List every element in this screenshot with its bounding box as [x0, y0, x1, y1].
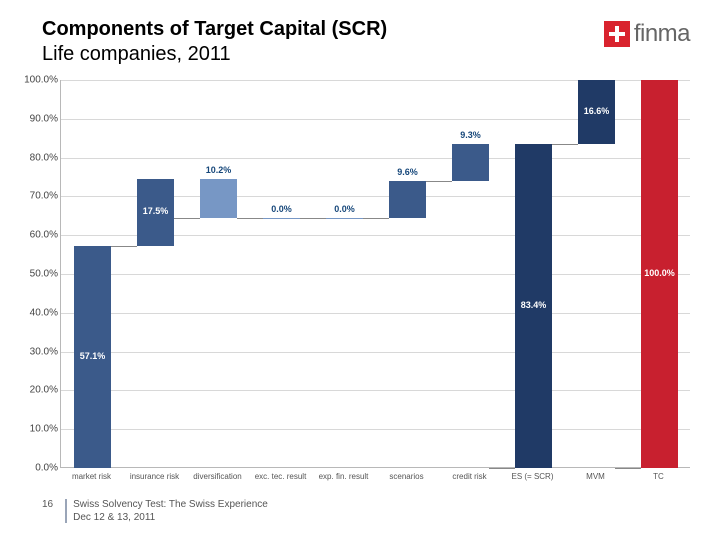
- gridline: [61, 313, 690, 314]
- header: Components of Target Capital (SCR) Life …: [0, 0, 720, 72]
- bar: 9.3%: [452, 144, 489, 180]
- y-tick-label: 50.0%: [20, 269, 58, 280]
- gridline: [61, 352, 690, 353]
- bar-label: 16.6%: [578, 106, 615, 116]
- bar: 16.6%: [578, 80, 615, 144]
- connector: [300, 218, 326, 219]
- x-tick-label: TC: [653, 472, 664, 481]
- y-tick-label: 20.0%: [20, 385, 58, 396]
- y-tick-label: 40.0%: [20, 307, 58, 318]
- bar: 9.6%: [389, 181, 426, 218]
- y-tick-label: 10.0%: [20, 424, 58, 435]
- x-tick-label: exc. tec. result: [255, 472, 307, 481]
- finma-logo: finma: [604, 20, 690, 48]
- connector: [489, 468, 515, 469]
- bar-label: 0.0%: [263, 204, 300, 214]
- waterfall-chart: 57.1% 17.5% 10.2% 0.0% 0.0% 9.6% 9.3% 83.4% 16.6…: [20, 80, 700, 490]
- footer-divider: [65, 499, 67, 523]
- connector: [174, 218, 200, 219]
- footer-line1: Swiss Solvency Test: The Swiss Experienc…: [73, 499, 268, 512]
- bar: 17.5%: [137, 179, 174, 247]
- bar-label: 10.2%: [200, 165, 237, 175]
- y-tick-label: 90.0%: [20, 113, 58, 124]
- bar: 100.0%: [641, 80, 678, 468]
- connector: [615, 468, 641, 469]
- x-tick-label: credit risk: [452, 472, 486, 481]
- y-tick-label: 80.0%: [20, 152, 58, 163]
- gridline: [61, 390, 690, 391]
- y-tick-label: 100.0%: [20, 75, 58, 86]
- y-tick-label: 30.0%: [20, 346, 58, 357]
- y-tick-label: 60.0%: [20, 230, 58, 241]
- swiss-flag-icon: [604, 21, 630, 47]
- x-tick-label: ES (= SCR): [511, 472, 553, 481]
- x-tick-label: scenarios: [389, 472, 423, 481]
- bar-label: 57.1%: [74, 351, 111, 361]
- bar: 0.0%: [263, 218, 300, 219]
- footer: 16 Swiss Solvency Test: The Swiss Experi…: [42, 499, 268, 524]
- page-title: Components of Target Capital (SCR): [42, 18, 688, 41]
- connector: [552, 144, 578, 145]
- bar: 0.0%: [326, 218, 363, 219]
- page-number: 16: [42, 499, 59, 510]
- bar: 10.2%: [200, 179, 237, 219]
- bar-label: 83.4%: [515, 300, 552, 310]
- x-tick-label: exp. fin. result: [319, 472, 369, 481]
- bar-label: 9.6%: [389, 167, 426, 177]
- bar-label: 0.0%: [326, 204, 363, 214]
- x-tick-label: MVM: [586, 472, 605, 481]
- connector: [426, 181, 452, 182]
- y-tick-label: 0.0%: [20, 463, 58, 474]
- footer-text: Swiss Solvency Test: The Swiss Experienc…: [73, 499, 268, 524]
- x-tick-label: market risk: [72, 472, 111, 481]
- x-tick-label: insurance risk: [130, 472, 179, 481]
- bar-label: 17.5%: [137, 206, 174, 216]
- connector: [111, 246, 137, 247]
- gridline: [61, 158, 690, 159]
- bar: 57.1%: [74, 246, 111, 468]
- connector: [237, 218, 263, 219]
- plot-area: 57.1% 17.5% 10.2% 0.0% 0.0% 9.6% 9.3% 83.4% 16.6…: [60, 80, 690, 468]
- gridline: [61, 274, 690, 275]
- page-subtitle: Life companies, 2011: [42, 43, 688, 66]
- bar-label: 100.0%: [641, 268, 678, 278]
- bar-label: 9.3%: [452, 130, 489, 140]
- footer-line2: Dec 12 & 13, 2011: [73, 512, 268, 525]
- gridline: [61, 429, 690, 430]
- connector: [363, 218, 389, 219]
- x-tick-label: diversification: [193, 472, 241, 481]
- bar: 83.4%: [515, 144, 552, 468]
- y-tick-label: 70.0%: [20, 191, 58, 202]
- logo-text: finma: [634, 20, 690, 48]
